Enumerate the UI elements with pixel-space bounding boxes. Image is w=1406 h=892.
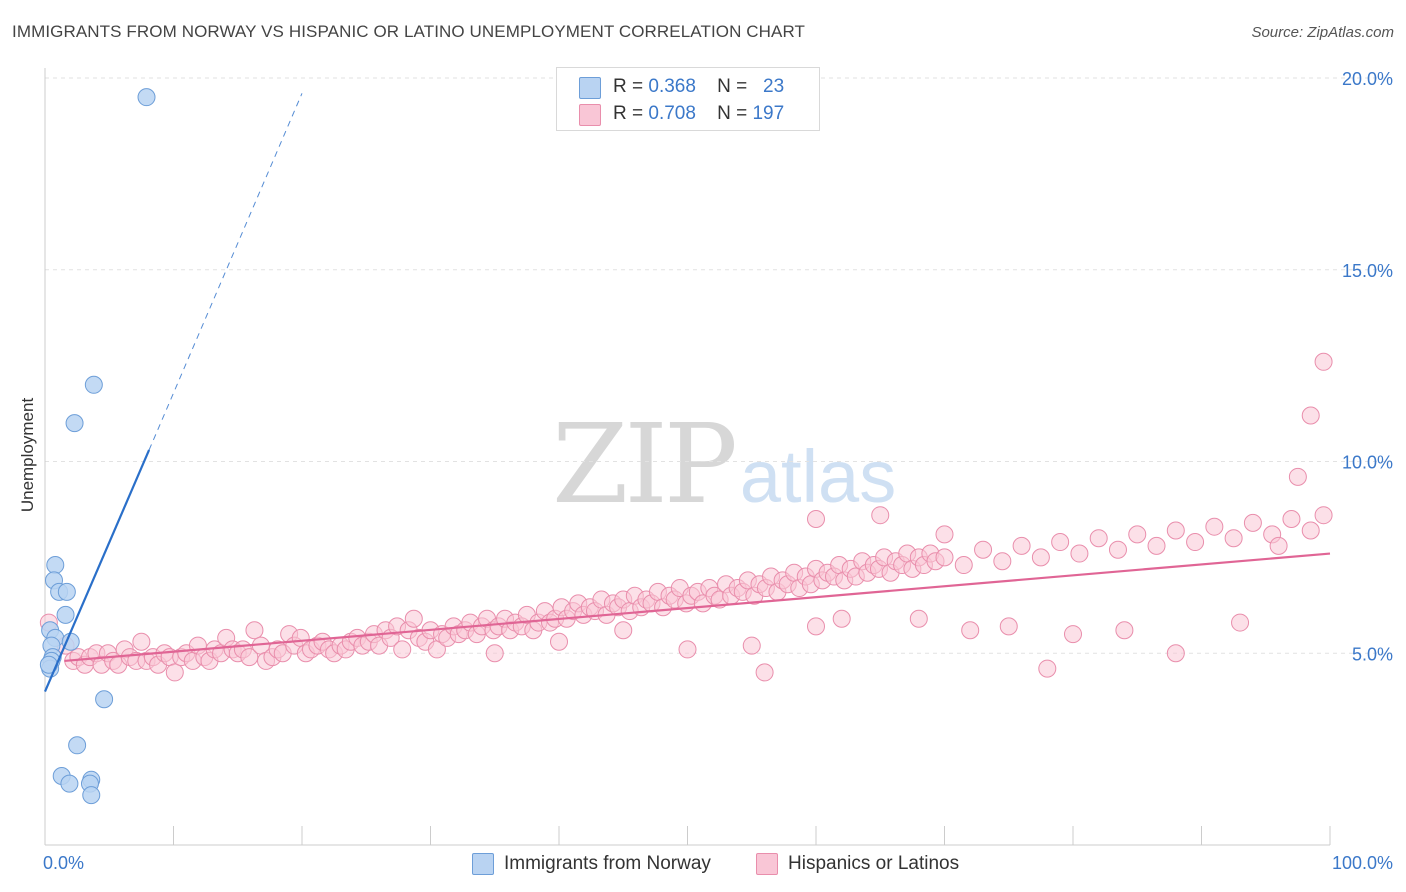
x-tick-label: 100.0% [1332,853,1393,873]
point-hispanic [614,621,633,640]
point-norway [46,556,65,575]
point-hispanic [961,621,980,640]
data-points [39,88,1333,805]
point-hispanic [909,609,928,628]
point-norway [68,736,87,755]
point-hispanic [1031,548,1050,567]
y-tick-label: 20.0% [1342,69,1393,89]
point-hispanic [935,548,954,567]
point-hispanic [678,640,697,659]
bottom-legend-norway: Immigrants from Norway [472,852,711,876]
legend-swatch-norway [579,77,601,99]
axes [44,68,1331,846]
source-label: Source: ZipAtlas.com [1251,24,1394,41]
y-tick-label: 15.0% [1342,261,1393,281]
x-tick-label: 0.0% [43,853,84,873]
legend-r-label: R = [613,103,644,124]
watermark: ZIPatlas [552,400,896,528]
point-hispanic [485,644,504,663]
point-hispanic [1064,625,1082,644]
point-norway [57,582,76,601]
point-hispanic [755,663,774,682]
point-hispanic [1108,540,1127,559]
tick-labels: 5.0% 10.0% 15.0% 20.0% 0.0% 100.0% [43,69,1393,873]
point-hispanic [1166,644,1185,663]
correlation-legend: R = 0.368 N = 23 R = 0.708 N = 197 [556,67,820,131]
legend-r-value: 0.368 [648,76,696,97]
point-hispanic [240,648,259,667]
point-hispanic [1301,406,1320,425]
legend-r-label: R = [613,76,644,97]
trend-line-norway-extension [148,93,303,451]
point-hispanic [807,617,825,636]
trend-line-norway [43,449,151,693]
point-hispanic [1288,467,1307,486]
point-hispanic [954,556,973,575]
point-hispanic [742,636,761,655]
legend-n-value: 23 [763,76,785,97]
point-hispanic [1147,536,1166,555]
point-norway [82,786,101,805]
chart-title: IMMIGRANTS FROM NORWAY VS HISPANIC OR LA… [12,22,806,41]
trend-line-hispanic [64,552,1331,663]
legend-n-label: N = [717,76,748,97]
point-hispanic [832,609,851,628]
watermark-atlas: atlas [739,435,897,518]
point-hispanic [1038,659,1057,678]
point-hispanic [1301,521,1320,540]
point-norway [95,690,114,709]
point-hispanic [1012,536,1031,555]
point-hispanic [1186,533,1205,552]
point-hispanic [393,640,412,659]
point-norway [60,774,79,793]
point-norway [56,605,75,624]
bottom-legend-hispanic: Hispanics or Latinos [756,852,959,876]
point-hispanic [1115,621,1134,640]
grid-lines [45,77,1392,654]
point-hispanic [1269,536,1288,555]
legend-n-value: 197 [752,103,785,124]
point-hispanic [807,510,825,529]
bottom-legend-label-hispanic: Hispanics or Latinos [788,853,960,874]
point-norway [137,88,156,107]
point-hispanic [550,632,568,651]
y-tick-label: 5.0% [1352,644,1393,664]
point-hispanic [404,609,423,628]
bottom-legend-label-norway: Immigrants from Norway [504,853,711,874]
point-hispanic [1051,533,1070,552]
point-hispanic [1314,506,1333,525]
point-hispanic [245,621,264,640]
point-hispanic [165,663,184,682]
point-hispanic [1089,529,1108,548]
point-hispanic [1070,544,1089,563]
bottom-swatch-hispanic [756,853,778,875]
y-tick-label: 10.0% [1342,453,1393,473]
point-hispanic [1224,529,1243,548]
point-hispanic [993,552,1012,571]
bottom-swatch-norway [472,853,494,875]
trend-lines [43,93,1331,693]
point-hispanic [1231,613,1250,632]
point-hispanic [1205,517,1224,536]
point-hispanic [1166,521,1185,540]
point-hispanic [871,506,890,525]
point-hispanic [1243,513,1262,532]
point-hispanic [1282,510,1301,529]
point-hispanic [974,540,993,559]
point-hispanic [999,617,1018,636]
point-hispanic [1128,525,1147,544]
point-norway [84,375,103,394]
point-hispanic [132,632,151,651]
y-axis-label: Unemployment [18,397,37,513]
point-norway [65,414,84,433]
watermark-zip: ZIP [552,400,738,528]
legend-swatch-hispanic [579,104,601,126]
point-hispanic [1314,352,1333,371]
legend-n-label: N = [717,103,748,124]
point-hispanic [935,525,954,544]
legend-r-value: 0.708 [648,103,696,124]
